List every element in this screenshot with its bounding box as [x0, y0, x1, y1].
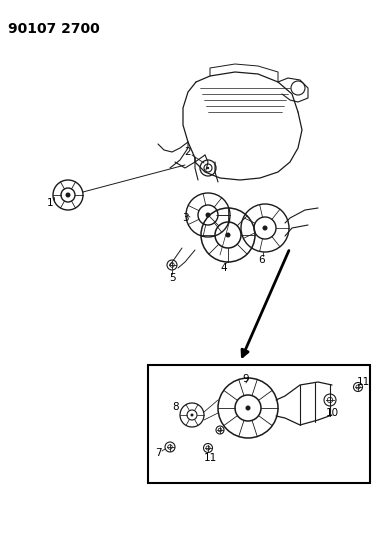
Text: 10: 10: [326, 408, 339, 418]
Text: 4: 4: [221, 263, 227, 273]
Text: 90107 2700: 90107 2700: [8, 22, 100, 36]
Text: 6: 6: [259, 255, 265, 265]
Text: 11: 11: [203, 453, 217, 463]
Text: 2: 2: [185, 147, 191, 157]
Circle shape: [207, 167, 209, 169]
Circle shape: [226, 233, 230, 237]
Text: 5: 5: [169, 273, 175, 283]
Circle shape: [263, 226, 267, 230]
Text: 7: 7: [155, 448, 161, 458]
Bar: [148, 365, 370, 483]
Text: 8: 8: [173, 402, 179, 412]
Text: 11: 11: [356, 377, 370, 387]
Text: 1: 1: [47, 198, 53, 208]
Circle shape: [191, 414, 194, 416]
Circle shape: [66, 193, 70, 197]
Circle shape: [246, 406, 250, 410]
Circle shape: [206, 213, 210, 217]
Text: 3: 3: [182, 213, 188, 223]
Text: 9: 9: [242, 374, 249, 384]
